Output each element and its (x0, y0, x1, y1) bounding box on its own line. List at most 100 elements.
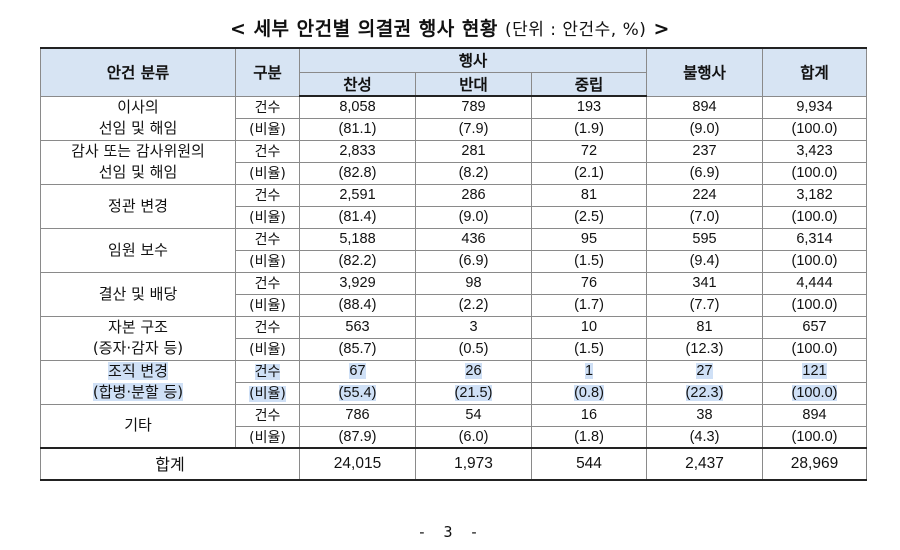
count-value: 81 (696, 319, 713, 335)
count-value: 67 (349, 363, 366, 379)
count-value: 2,591 (339, 187, 376, 203)
count-value: 76 (580, 275, 598, 291)
count-value: 789 (461, 99, 486, 116)
table-row: (비율) (82.8) (8.2) (2.1) (6.9) (100.0) (41, 161, 867, 185)
ratio-cell-total: (100.0) (762, 117, 867, 141)
ratio-value: (55.4) (338, 385, 377, 401)
type-label: (비율) (249, 342, 286, 358)
count-value: 5,188 (339, 231, 376, 247)
type-label: (비율) (249, 429, 286, 446)
category-line1: 결산 및 배당 (98, 284, 178, 303)
count-cell-neutral: 1 (531, 359, 647, 383)
ratio-cell-against: (21.5) (415, 381, 532, 405)
count-cell-for: 8,058 (299, 95, 416, 119)
count-cell-total: 6,314 (762, 227, 867, 251)
ratio-cell-non: (7.7) (646, 293, 763, 317)
count-value: 3,929 (339, 275, 376, 291)
count-cell-for: 3,929 (299, 271, 416, 295)
ratio-value: (2.5) (574, 209, 604, 225)
table-title: < 세부 안건별 의결권 행사 현황 (단위 : 안건수, %) > (0, 14, 900, 41)
ratio-cell-total: (100.0) (762, 205, 867, 229)
ratio-cell-against: (0.5) (415, 337, 532, 361)
count-value: 193 (576, 99, 602, 116)
table-row: (비율) (87.9) (6.0) (1.8) (4.3) (100.0) (41, 425, 867, 449)
type-cell-count: 건수 (235, 139, 300, 163)
count-value: 894 (692, 99, 717, 115)
category-line1: 이사의 (117, 98, 159, 116)
category-line1: 정관 변경 (108, 196, 168, 215)
table-row: (비율) (81.1) (7.9) (1.9) (9.0) (100.0) (41, 117, 867, 141)
type-label: (비율) (249, 122, 286, 138)
ratio-cell-against: (8.2) (415, 161, 532, 185)
ratio-value: (7.0) (689, 209, 720, 225)
count-value: 38 (696, 407, 713, 423)
count-cell-against: 286 (415, 183, 532, 207)
ratio-value: (8.2) (458, 165, 489, 181)
count-value: 436 (461, 231, 486, 247)
type-cell-count: 건수 (235, 359, 300, 383)
header-type: 구분 (235, 47, 300, 97)
count-value: 341 (692, 275, 717, 291)
type-cell-ratio: (비율) (235, 293, 300, 317)
category-line1: 임원 보수 (108, 240, 168, 259)
title-unit: (단위 : 안건수, %) (504, 20, 647, 40)
ratio-value: (12.3) (685, 341, 724, 357)
ratio-value: (100.0) (791, 428, 838, 445)
ratio-value: (100.0) (791, 297, 838, 313)
ratio-cell-non: (7.0) (646, 205, 763, 229)
count-cell-against: 789 (415, 95, 532, 119)
count-cell-for: 563 (299, 315, 416, 339)
type-label: 건수 (254, 188, 281, 204)
header-category: 안건 분류 (40, 47, 236, 97)
ratio-value: (85.7) (338, 341, 377, 357)
total-cell-against: 1,973 (415, 447, 532, 481)
count-cell-neutral: 193 (531, 95, 647, 119)
count-cell-neutral: 95 (531, 227, 647, 251)
category-line2: 선임 및 해임 (98, 119, 178, 137)
type-label: 건수 (254, 100, 281, 116)
count-value: 1 (584, 363, 594, 379)
type-label: (비율) (249, 210, 286, 226)
ratio-value: (1.5) (574, 341, 604, 357)
ratio-cell-non: (9.0) (646, 117, 763, 141)
type-cell-ratio: (비율) (235, 337, 300, 361)
ratio-cell-total: (100.0) (762, 249, 867, 273)
type-label: (비율) (249, 254, 286, 270)
ratio-value: (0.8) (574, 385, 604, 401)
count-value: 72 (580, 143, 598, 159)
count-cell-non: 27 (646, 359, 763, 383)
ratio-value: (9.0) (458, 209, 489, 225)
ratio-cell-non: (4.3) (646, 425, 763, 449)
table-row: 이사의 선임 및 해임 건수 8,058 789 193 894 9,934 (40, 95, 867, 141)
ratio-value: (21.5) (454, 385, 493, 401)
type-label: 건수 (254, 232, 281, 248)
type-cell-count: 건수 (235, 271, 300, 295)
total-cell-for: 24,015 (299, 447, 416, 481)
count-cell-total: 3,182 (762, 183, 867, 207)
count-value: 657 (802, 319, 827, 335)
ratio-value: (1.9) (574, 121, 604, 137)
ratio-value: (7.7) (689, 297, 720, 313)
ratio-value: (87.9) (338, 428, 377, 445)
type-label: (비율) (249, 386, 286, 402)
category-line1: 조직 변경 (108, 362, 168, 380)
count-cell-total: 121 (762, 359, 867, 383)
ratio-cell-neutral: (1.8) (531, 425, 647, 449)
count-value: 237 (692, 143, 717, 159)
header-total: 합계 (762, 47, 867, 97)
header-non-exercise: 불행사 (646, 47, 763, 97)
ratio-cell-neutral: (1.5) (531, 337, 647, 361)
type-label: (비율) (249, 166, 286, 182)
count-value: 6,314 (796, 231, 833, 247)
table-row: 기타 건수 786 54 16 38 894 (40, 403, 867, 449)
total-cell-neutral: 544 (531, 447, 647, 481)
ratio-value: (2.2) (458, 297, 489, 313)
ratio-value: (100.0) (791, 385, 838, 401)
type-cell-count: 건수 (235, 315, 300, 339)
count-value: 4,444 (796, 275, 833, 291)
count-cell-non: 237 (646, 139, 763, 163)
ratio-value: (6.9) (689, 165, 720, 181)
ratio-value: (9.4) (689, 253, 720, 269)
type-cell-ratio: (비율) (235, 249, 300, 273)
type-cell-count: 건수 (235, 403, 300, 427)
